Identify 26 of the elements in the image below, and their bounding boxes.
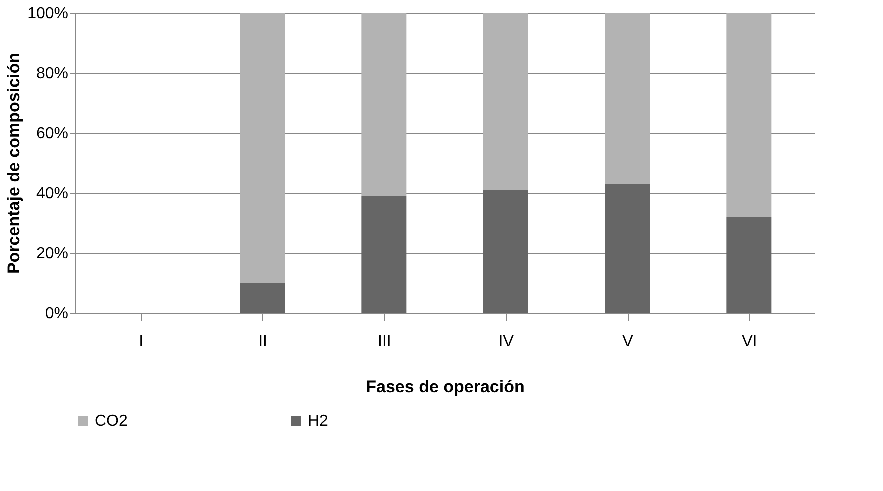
bar [362,13,407,196]
x-tick-label: IV [498,334,514,350]
bar [483,13,528,190]
y-tick-label: 0% [45,306,68,322]
bar [362,196,407,313]
bar [240,13,285,283]
y-tick-label: 100% [28,6,68,22]
y-tick-label: 20% [36,246,68,262]
bar [726,13,772,217]
bar [726,217,772,313]
bar [605,184,650,313]
legend-label: H2 [308,413,329,430]
bar [483,190,528,313]
y-tick-label: 80% [36,66,68,82]
y-tick-label: 40% [36,186,68,202]
x-tick-label: II [258,334,268,350]
x-tick-label: I [139,334,144,350]
bar [240,283,285,313]
x-tick-label: III [378,334,392,350]
x-axis-title: Fases de operación [366,378,525,396]
x-tick-label: V [622,334,634,350]
x-tick-label: VI [742,334,758,350]
bar [605,13,650,184]
y-tick-label: 60% [36,126,68,142]
legend-label: CO2 [95,413,128,430]
y-axis-title: Porcentaje de composición [4,52,24,274]
